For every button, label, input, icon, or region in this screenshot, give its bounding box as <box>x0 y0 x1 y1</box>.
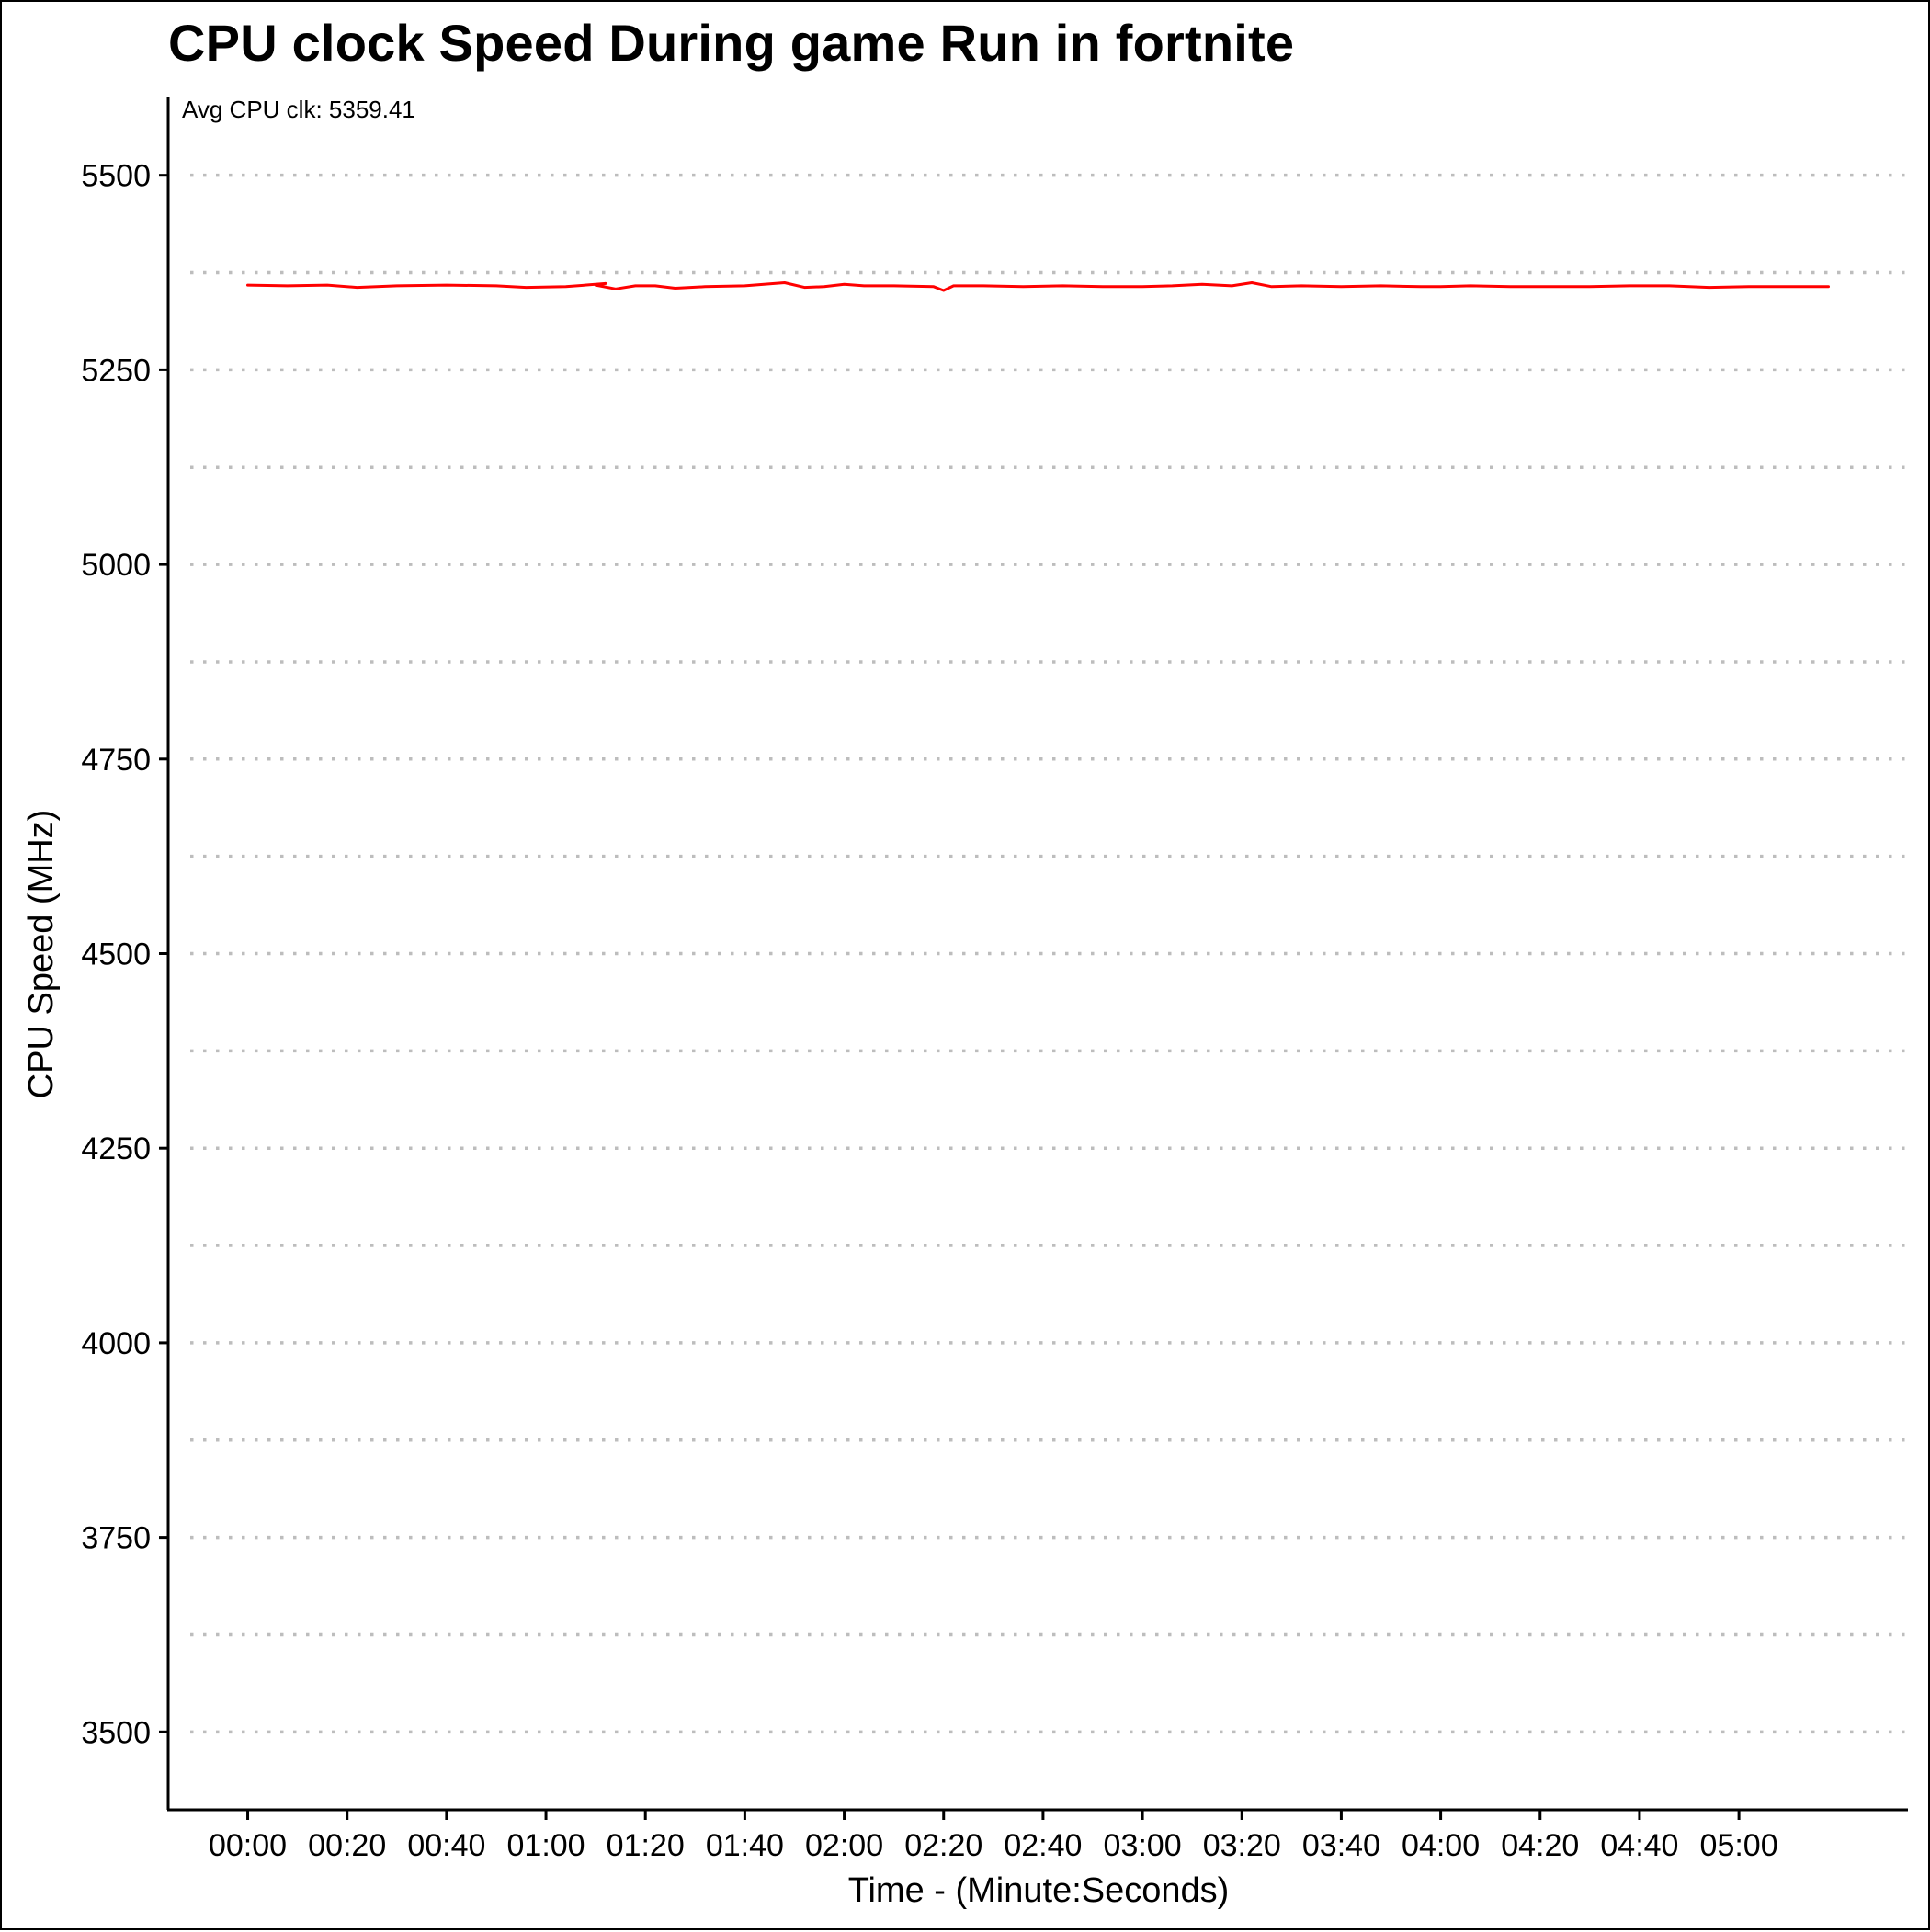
y-tick-label: 5250 <box>81 353 151 388</box>
x-tick-label: 03:40 <box>1302 1828 1380 1863</box>
x-ticks: 00:00 00:20 00:40 01:00 01:20 01:40 02:00 02:20… <box>209 1810 1778 1863</box>
y-tick-label: 4500 <box>81 938 151 972</box>
x-tick-label: 02:40 <box>1004 1828 1082 1863</box>
y-tick-label: 5000 <box>81 548 151 583</box>
y-ticks: 3500 3750 4000 4250 4500 4750 5000 5250 5500 <box>81 159 168 1750</box>
y-tick-label: 4000 <box>81 1326 151 1361</box>
x-tick-label: 02:20 <box>904 1828 982 1863</box>
x-tick-label: 05:00 <box>1700 1828 1778 1863</box>
series <box>246 281 1830 292</box>
y-tick-label: 4250 <box>81 1131 151 1166</box>
y-tick-label: 3500 <box>81 1715 151 1750</box>
x-tick-label: 00:40 <box>407 1828 485 1863</box>
x-tick-label: 01:20 <box>607 1828 685 1863</box>
y-tick-label: 3750 <box>81 1521 151 1556</box>
x-tick-label: 01:40 <box>706 1828 784 1863</box>
gridlines <box>190 173 1908 1734</box>
x-tick-label: 03:00 <box>1104 1828 1182 1863</box>
x-tick-label: 00:00 <box>209 1828 287 1863</box>
x-axis-title: Time - (Minute:Seconds) <box>848 1871 1230 1910</box>
x-tick-label: 01:00 <box>507 1828 585 1863</box>
x-tick-label: 04:20 <box>1501 1828 1579 1863</box>
average-annotation: Avg CPU clk: 5359.41 <box>182 96 415 123</box>
y-tick-label: 4750 <box>81 743 151 778</box>
cpu-speed-line <box>246 281 1830 292</box>
y-tick-label: 5500 <box>81 159 151 194</box>
x-tick-label: 04:00 <box>1402 1828 1480 1863</box>
x-tick-label: 02:00 <box>805 1828 883 1863</box>
x-tick-label: 04:40 <box>1600 1828 1678 1863</box>
y-axis-title: CPU Speed (MHz) <box>22 810 61 1099</box>
x-tick-label: 00:20 <box>308 1828 386 1863</box>
x-tick-label: 03:20 <box>1203 1828 1281 1863</box>
chart-title: CPU clock Speed During game Run in fortn… <box>168 14 1295 72</box>
